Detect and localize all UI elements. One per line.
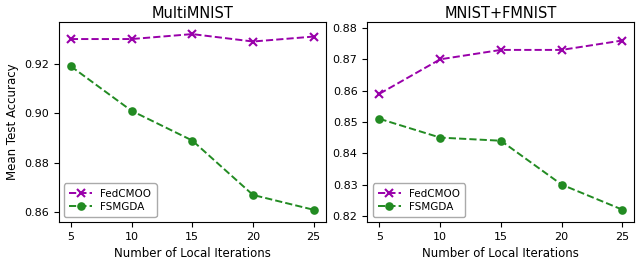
- FedCMOO: [188, 32, 196, 36]
- FSMGDA: [618, 208, 626, 211]
- FSMGDA: [249, 193, 257, 197]
- X-axis label: Number of Local Iterations: Number of Local Iterations: [422, 247, 579, 260]
- FSMGDA: [436, 136, 444, 139]
- FSMGDA: [557, 183, 565, 186]
- FedCMOO: [436, 58, 444, 61]
- Line: FedCMOO: FedCMOO: [67, 30, 318, 46]
- FSMGDA: [310, 208, 317, 211]
- FedCMOO: [376, 92, 383, 95]
- FedCMOO: [128, 38, 136, 41]
- FSMGDA: [67, 65, 75, 68]
- Y-axis label: Mean Test Accuracy: Mean Test Accuracy: [6, 64, 19, 180]
- Legend: FedCMOO, FSMGDA: FedCMOO, FSMGDA: [372, 184, 465, 217]
- Title: MNIST+FMNIST: MNIST+FMNIST: [445, 6, 557, 20]
- FSMGDA: [376, 117, 383, 120]
- FSMGDA: [188, 139, 196, 142]
- Line: FSMGDA: FSMGDA: [376, 115, 626, 213]
- FedCMOO: [618, 39, 626, 42]
- FedCMOO: [249, 40, 257, 43]
- FSMGDA: [497, 139, 505, 142]
- Line: FedCMOO: FedCMOO: [375, 36, 627, 98]
- FedCMOO: [497, 48, 505, 52]
- FedCMOO: [67, 38, 75, 41]
- X-axis label: Number of Local Iterations: Number of Local Iterations: [114, 247, 271, 260]
- Title: MultiMNIST: MultiMNIST: [151, 6, 233, 20]
- Line: FSMGDA: FSMGDA: [67, 63, 317, 213]
- FedCMOO: [310, 35, 317, 38]
- FSMGDA: [128, 109, 136, 113]
- Legend: FedCMOO, FSMGDA: FedCMOO, FSMGDA: [64, 184, 157, 217]
- FedCMOO: [557, 48, 565, 52]
